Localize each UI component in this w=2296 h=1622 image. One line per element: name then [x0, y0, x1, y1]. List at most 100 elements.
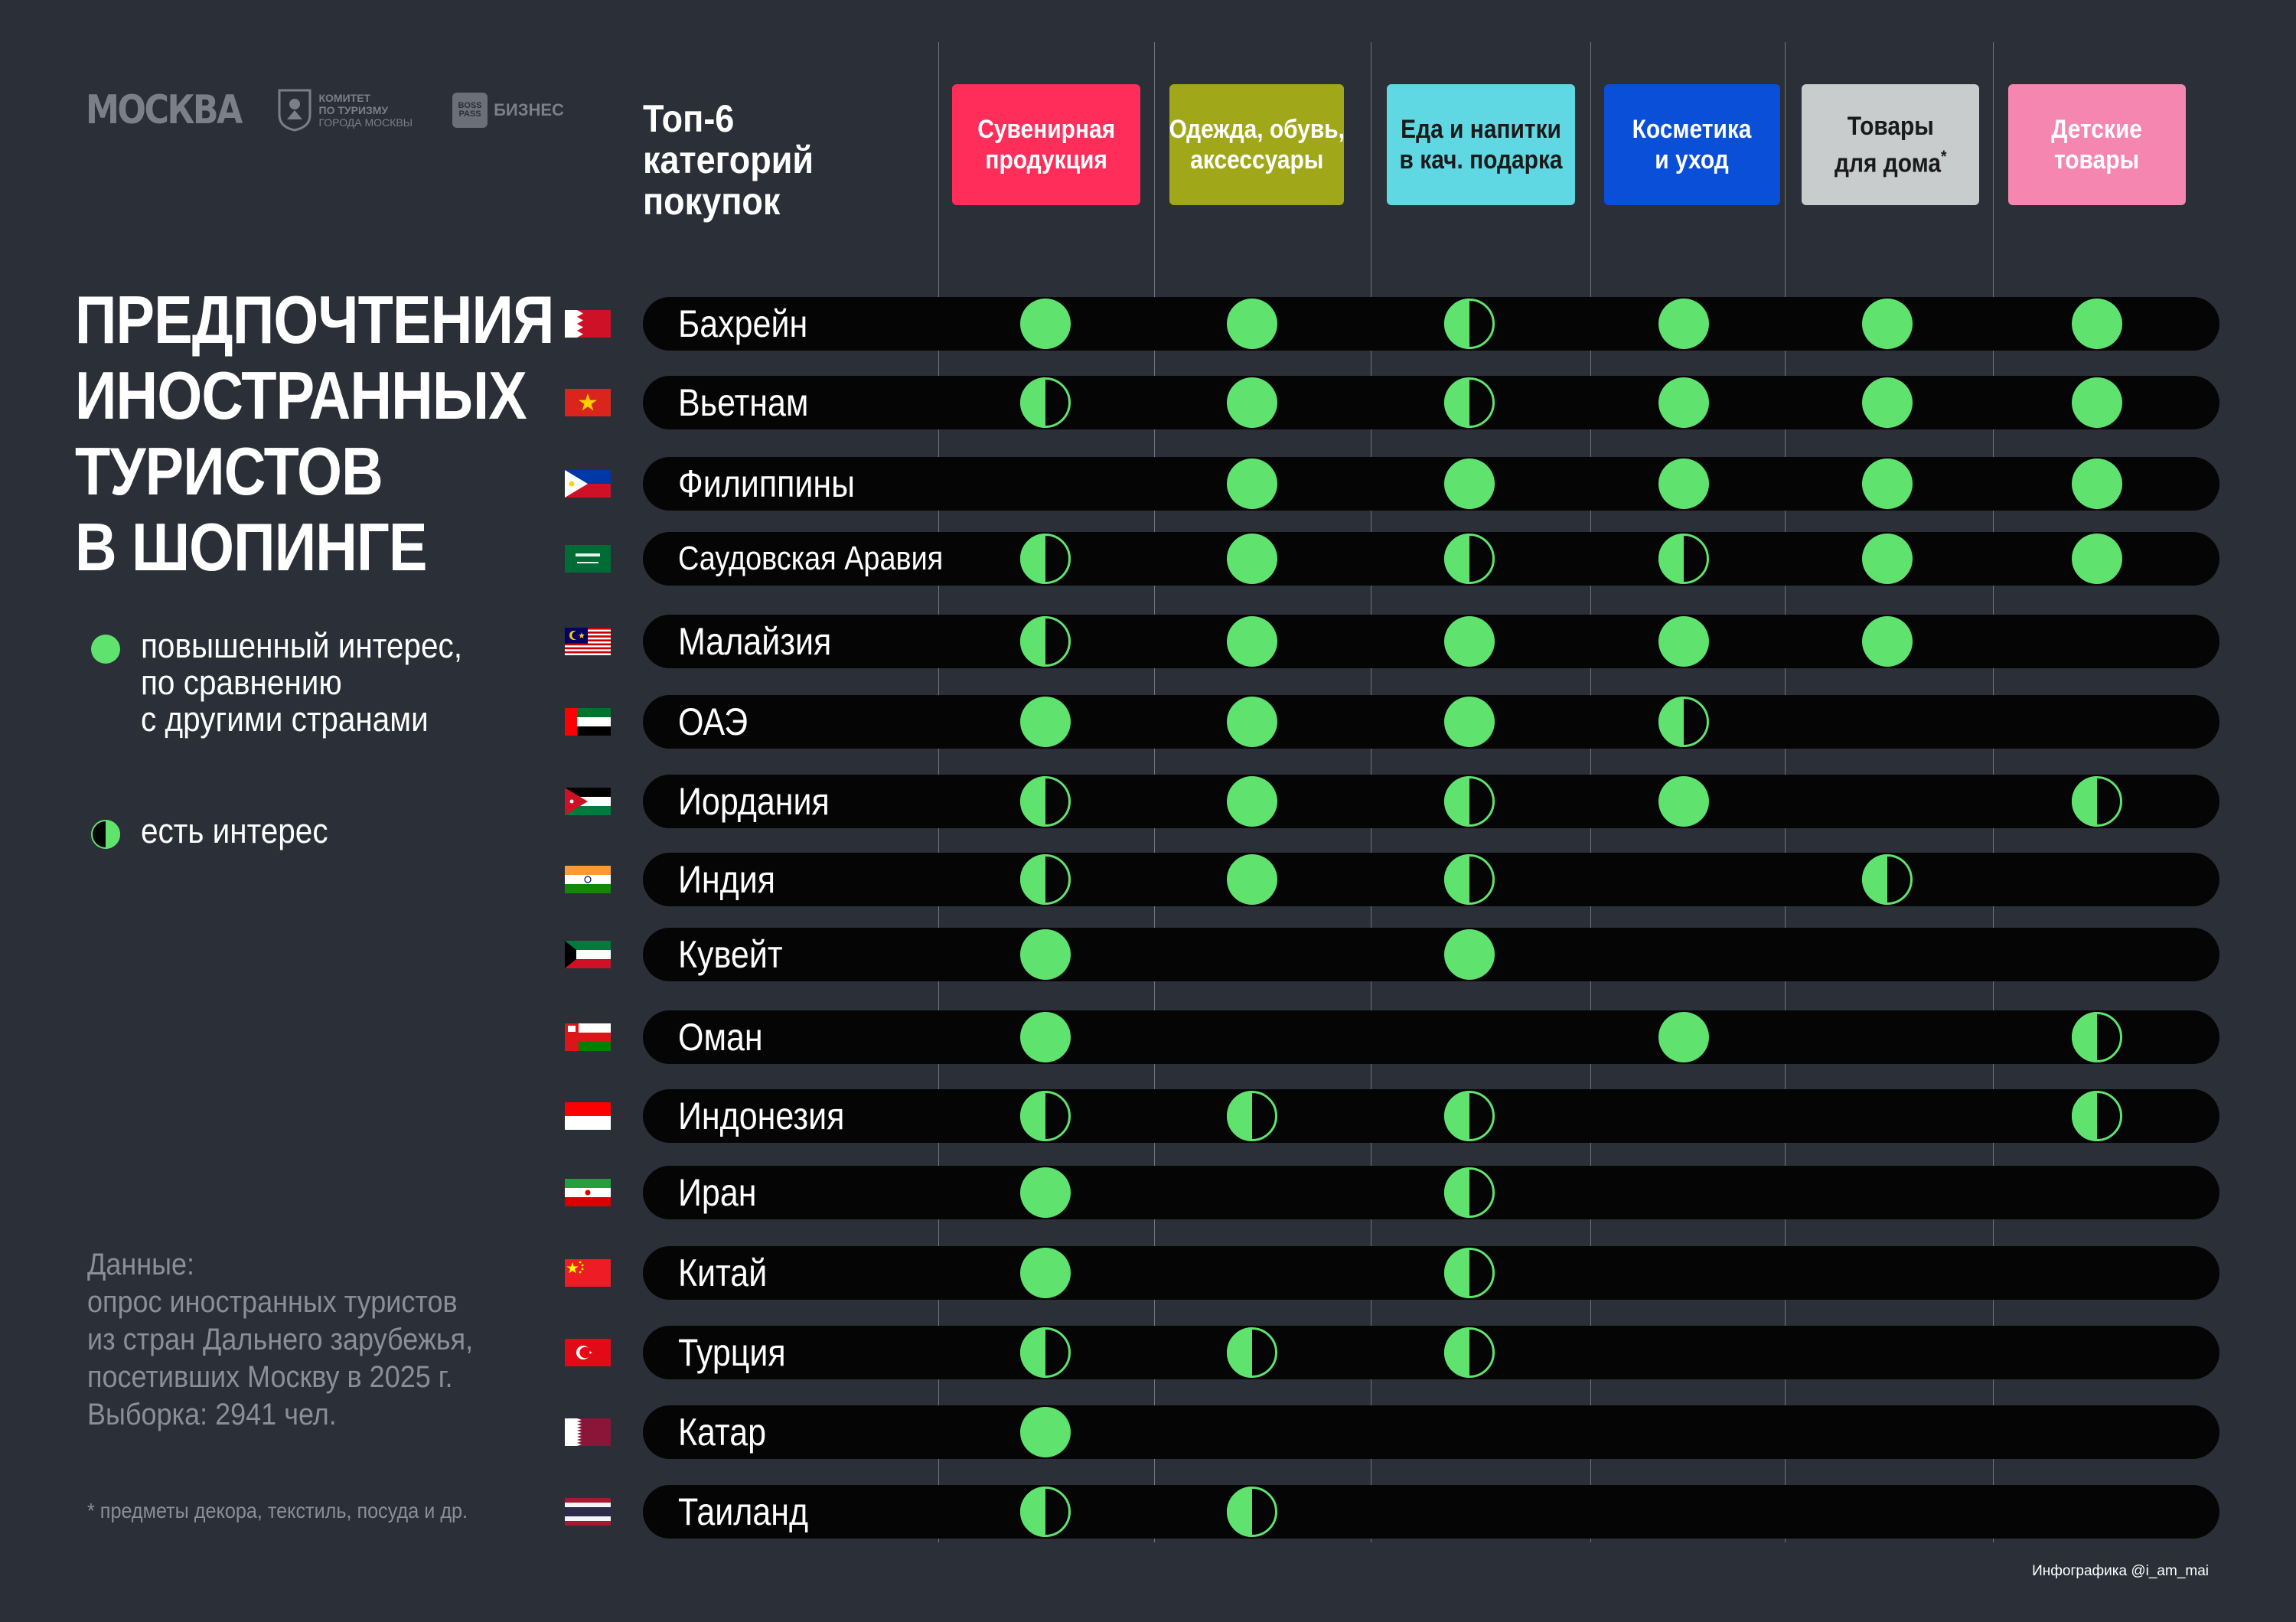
table-row: Турция — [643, 1326, 2219, 1379]
category-header-line: продукция — [985, 145, 1107, 175]
page-title: ПРЕДПОЧТЕНИЯ ИНОСТРАННЫХ ТУРИСТОВ В ШОПИ… — [75, 282, 554, 585]
some-interest-dot — [1020, 854, 1071, 905]
high-interest-dot — [1862, 534, 1913, 584]
table-row: Саудовская Аравия — [643, 532, 2219, 586]
some-interest-dot — [1227, 1091, 1277, 1141]
high-interest-dot — [1658, 459, 1709, 509]
some-interest-dot — [1020, 377, 1071, 428]
high-interest-dot — [1227, 299, 1277, 349]
committee-text: КОМИТЕТ ПО ТУРИЗМУ ГОРОДА МОСКВЫ — [318, 92, 413, 129]
category-header-line: Одежда, обувь, — [1169, 115, 1345, 144]
table-row: Китай — [643, 1246, 2219, 1300]
tourism-committee-logo: КОМИТЕТ ПО ТУРИЗМУ ГОРОДА МОСКВЫ — [278, 89, 413, 132]
high-interest-dot — [1862, 616, 1913, 667]
moskva-logo: МОСКВА — [86, 87, 243, 133]
high-interest-dot — [1020, 1407, 1071, 1457]
some-interest-dot — [2072, 1091, 2122, 1141]
table-row: Вьетнам — [643, 376, 2219, 429]
some-interest-dot — [1444, 776, 1495, 827]
high-interest-dot — [1444, 929, 1495, 980]
high-interest-dot — [1658, 776, 1709, 827]
footnote: * предметы декора, текстиль, посуда и др… — [87, 1499, 468, 1522]
high-interest-dot — [1020, 697, 1071, 747]
flag-bahrain-icon — [565, 310, 611, 338]
flag-qatar-icon — [565, 1418, 611, 1446]
high-interest-dot — [1862, 459, 1913, 509]
data-source: Данные: опрос иностранных туристов из ст… — [87, 1248, 474, 1431]
category-header-2: Одежда, обувь, аксессуары — [1169, 84, 1345, 205]
country-label: Бахрейн — [678, 302, 808, 345]
some-interest-dot — [1444, 534, 1495, 584]
some-interest-dot — [1444, 854, 1495, 905]
category-header-line: Детские — [2051, 115, 2143, 144]
some-interest-dot — [1658, 697, 1709, 747]
some-interest-dot — [1444, 299, 1495, 349]
high-interest-dot — [1020, 1167, 1071, 1218]
category-header-6: Детские товары — [2008, 84, 2186, 205]
table-title-text: Топ-6 категорий покупок — [643, 97, 814, 223]
high-interest-dot — [1444, 697, 1495, 747]
high-interest-dot — [1658, 377, 1709, 428]
flag-turkey-icon — [565, 1339, 611, 1366]
category-header-line: аксессуары — [1189, 145, 1324, 175]
high-interest-dot — [1020, 299, 1071, 349]
high-interest-dot — [1227, 616, 1277, 667]
country-label: Индия — [678, 858, 776, 901]
category-header-5: Товары для дома* — [1802, 84, 1979, 205]
business-logo: BOSS PASS БИЗНЕС — [452, 93, 564, 128]
category-header-line: товары — [2054, 145, 2140, 175]
some-interest-dot — [1444, 1167, 1495, 1218]
high-interest-dot — [1658, 299, 1709, 349]
flag-indonesia-icon — [565, 1102, 611, 1130]
some-interest-dot — [1444, 1327, 1495, 1378]
country-label: Индонезия — [678, 1095, 845, 1137]
high-interest-dot — [1227, 377, 1277, 428]
table-row: Индонезия — [643, 1089, 2219, 1143]
high-interest-dot — [1444, 459, 1495, 509]
some-interest-dot — [1227, 1327, 1277, 1378]
high-interest-dot — [1227, 459, 1277, 509]
flag-jordan-icon — [565, 788, 611, 815]
high-interest-dot — [1020, 1012, 1071, 1062]
country-label: Китай — [678, 1252, 768, 1294]
logos-bar: МОСКВА КОМИТЕТ ПО ТУРИЗМУ ГОРОДА МОСКВЫ … — [86, 86, 564, 135]
some-interest-dot — [1020, 1327, 1071, 1378]
flag-iran-icon — [565, 1179, 611, 1206]
high-interest-dot — [1862, 377, 1913, 428]
category-header-1: Сувенирная продукция — [952, 84, 1140, 205]
country-label: Кувейт — [678, 933, 783, 976]
high-interest-dot — [1862, 299, 1913, 349]
country-label: Малайзия — [678, 620, 832, 663]
country-label: Катар — [678, 1411, 767, 1454]
table-title: Топ-6 категорий покупок — [643, 98, 891, 222]
high-interest-dot — [1658, 616, 1709, 667]
table-row: Катар — [643, 1405, 2219, 1459]
high-interest-dot — [1444, 616, 1495, 667]
some-interest-dot — [1020, 534, 1071, 584]
country-label: Иран — [678, 1171, 757, 1214]
high-interest-dot — [1020, 1248, 1071, 1298]
full-circle-icon — [91, 635, 120, 664]
high-interest-dot — [1227, 776, 1277, 827]
flag-thailand-icon — [565, 1498, 611, 1526]
high-interest-dot — [2072, 377, 2122, 428]
boss-pass-icon: BOSS PASS — [452, 93, 488, 128]
high-interest-dot — [2072, 299, 2122, 349]
some-interest-dot — [1862, 854, 1913, 905]
some-interest-dot — [1444, 1248, 1495, 1298]
some-interest-dot — [2072, 1012, 2122, 1062]
high-interest-dot — [1227, 697, 1277, 747]
flag-china-icon — [565, 1259, 611, 1287]
flag-uae-icon — [565, 708, 611, 736]
flag-kuwait-icon — [565, 941, 611, 968]
flag-india-icon — [565, 866, 611, 893]
footnote-marker: * — [1940, 146, 1947, 166]
infographic-credit: Инфографика @i_am_mai — [2032, 1563, 2209, 1579]
some-interest-dot — [2072, 776, 2122, 827]
table-row: Бахрейн — [643, 297, 2219, 351]
table-row: Таиланд — [643, 1485, 2219, 1539]
country-label: ОАЭ — [678, 700, 748, 743]
flag-vietnam-icon — [565, 389, 611, 416]
half-circle-icon — [91, 820, 120, 849]
table-row: Филиппины — [643, 457, 2219, 511]
